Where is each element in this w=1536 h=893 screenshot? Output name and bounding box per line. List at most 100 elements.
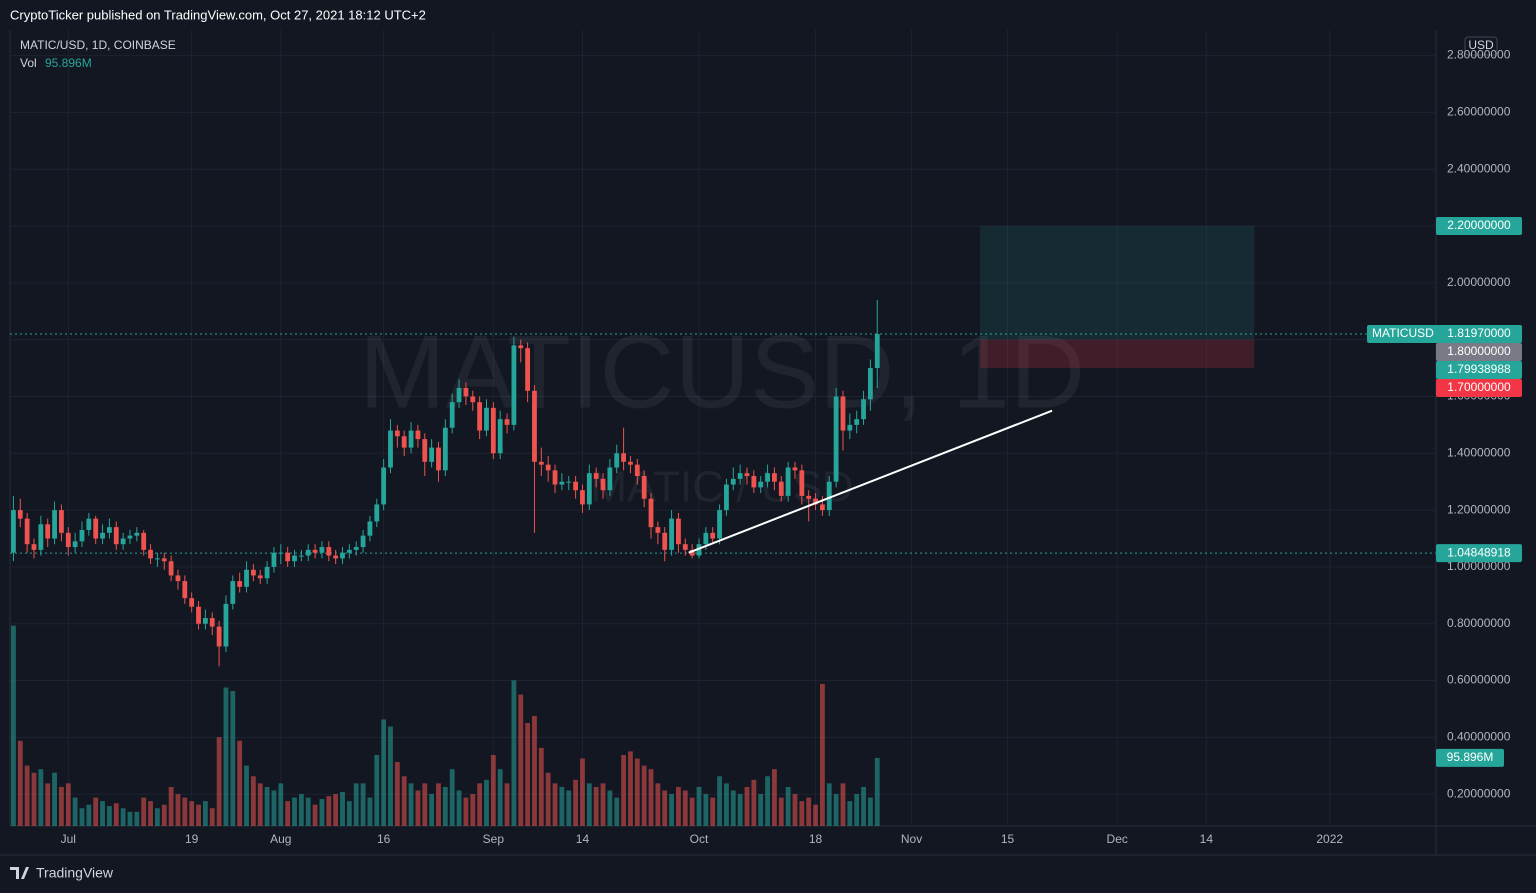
volume-bar — [65, 783, 71, 826]
currency-box[interactable] — [1464, 36, 1498, 56]
y-tick-label: 0.40000000 — [1447, 730, 1511, 744]
volume-bar — [333, 794, 339, 826]
candle-body — [772, 473, 777, 482]
candle-body — [257, 575, 263, 579]
candle-body — [298, 555, 304, 557]
grid — [10, 30, 1436, 826]
candle-body — [710, 532, 716, 539]
x-tick-label: 15 — [1001, 832, 1015, 846]
candle-body — [93, 518, 99, 539]
entry-label: 1.80000000 — [1447, 344, 1511, 358]
candle-body — [806, 495, 812, 499]
volume-bar — [24, 765, 30, 826]
candle-body — [538, 461, 544, 465]
volume-bar — [216, 737, 222, 826]
volume-bar — [477, 783, 483, 826]
y-tick-label: 2.60000000 — [1447, 105, 1511, 119]
candle-body — [31, 544, 37, 550]
candle-body — [86, 518, 92, 530]
candle-body — [319, 547, 325, 553]
volume-bar — [264, 786, 270, 826]
volume-bar — [641, 765, 647, 826]
x-tick-label: Dec — [1107, 832, 1128, 846]
y-tick-label: 1.00000000 — [1447, 559, 1511, 573]
candle-body — [127, 535, 133, 539]
candle-body — [65, 532, 71, 548]
candle-body — [367, 521, 373, 536]
volume-bar — [456, 790, 462, 826]
volume-bar — [52, 772, 57, 826]
volume-bar — [826, 783, 832, 826]
candle-body — [518, 345, 524, 349]
volume-bar — [682, 790, 688, 826]
candle-body — [614, 453, 620, 468]
volume-bar — [504, 783, 510, 826]
candle-body — [792, 467, 798, 471]
candle-body — [216, 626, 222, 647]
currency-label: USD — [1468, 38, 1494, 52]
candle-body — [758, 481, 764, 488]
volume-bar — [676, 786, 681, 826]
header-bar — [0, 0, 1536, 30]
stop-badge — [1436, 379, 1522, 398]
volume-bar — [861, 786, 866, 826]
candle-body — [463, 387, 469, 397]
x-tick-label: 16 — [377, 832, 391, 846]
volume-bar — [662, 790, 668, 826]
candle-body — [24, 518, 30, 545]
candle-body — [381, 467, 387, 505]
candle-body — [408, 430, 414, 448]
volume-bar — [326, 796, 332, 826]
target-label: 2.20000000 — [1447, 218, 1511, 232]
volume-bar — [799, 801, 805, 826]
candle-body — [628, 461, 633, 465]
candle-body — [566, 481, 572, 483]
candle-body — [641, 476, 647, 499]
volume-bar — [806, 797, 812, 826]
volume-bar — [614, 797, 620, 826]
y-tick-label: 2.80000000 — [1447, 48, 1511, 62]
candle-body — [600, 478, 606, 491]
volume-bar — [79, 808, 85, 826]
volume-bar — [772, 769, 777, 826]
x-tick-label: Nov — [901, 832, 922, 846]
volume-bar — [874, 757, 880, 826]
volume-bar — [154, 808, 160, 826]
volume-bar — [847, 801, 853, 826]
x-tick-label: Sep — [483, 832, 505, 846]
target-badge — [1436, 217, 1522, 236]
candle-body — [511, 345, 517, 425]
x-tick-label: 19 — [185, 832, 199, 846]
candle-body — [586, 473, 592, 505]
volume-bar — [401, 776, 407, 826]
candle-body — [477, 402, 483, 431]
candle-body — [826, 481, 832, 511]
volume-bar — [607, 790, 613, 826]
candle-body — [346, 549, 352, 553]
volume-bar — [634, 758, 640, 826]
candle-body — [230, 581, 236, 604]
candle-body — [813, 498, 818, 505]
volume-bar — [59, 786, 64, 826]
candle-body — [559, 481, 565, 485]
volume-bar — [490, 754, 496, 826]
volume-bar — [758, 794, 764, 826]
x-tick-label: Jul — [61, 832, 76, 846]
volume-bar — [381, 719, 387, 826]
candle-body — [161, 558, 167, 562]
candle-body — [580, 490, 585, 505]
candle-body — [676, 518, 681, 545]
volume-bar — [202, 801, 208, 826]
candle-body — [202, 618, 208, 624]
x-tick-label: 14 — [576, 832, 590, 846]
volume-bar — [648, 769, 654, 826]
position-stop-zone — [980, 339, 1255, 369]
volume-bar — [38, 769, 44, 826]
volume-bar — [134, 811, 140, 826]
candle-body — [113, 527, 119, 545]
plot — [10, 226, 1436, 826]
candle-body — [484, 407, 489, 431]
y-tick-label: 0.80000000 — [1447, 616, 1511, 630]
candle-body — [655, 527, 661, 533]
